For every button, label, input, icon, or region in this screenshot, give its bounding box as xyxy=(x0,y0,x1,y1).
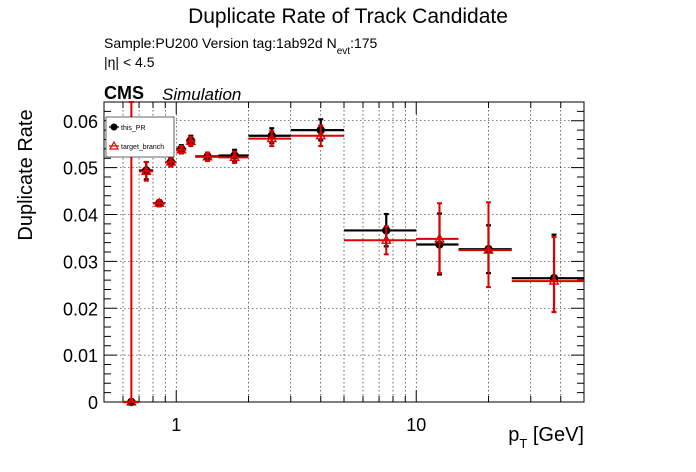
x-tick-label: 1 xyxy=(171,415,181,435)
series-this-PR xyxy=(123,118,584,407)
data-point-marker xyxy=(266,132,278,143)
y-tick-label: 0.01 xyxy=(63,346,98,366)
y-axis-label: Duplicate Rate xyxy=(15,109,37,240)
legend-box: this_PR target_branch xyxy=(105,116,175,158)
nevt-value: :175 xyxy=(350,35,377,51)
data-point-marker xyxy=(153,197,165,207)
sample-info-text: Sample:PU200 Version tag:1ab92d N xyxy=(104,35,337,51)
x-axis-label-sub: T xyxy=(519,436,527,451)
series-target-branch xyxy=(123,101,584,406)
data-point-marker xyxy=(380,234,392,244)
legend-frame xyxy=(105,116,175,158)
data-point-marker xyxy=(165,156,177,166)
tick-labels: 1 10 0 0.01 0.02 0.03 0.04 0.05 0.06 xyxy=(63,112,426,435)
legend-target-branch-label: target_branch xyxy=(121,144,164,151)
data-point-marker xyxy=(548,275,560,285)
data-point-marker xyxy=(202,151,213,161)
y-tick-label: 0.06 xyxy=(63,112,98,132)
y-tick-label: 0.05 xyxy=(63,159,98,179)
y-tick-label: 0.04 xyxy=(63,206,98,226)
data-point-marker xyxy=(140,165,152,176)
data-point-marker xyxy=(315,129,327,140)
sample-info-line: Sample:PU200 Version tag:1ab92d Nevt:175 xyxy=(104,35,378,57)
series-layer xyxy=(123,101,584,407)
data-point-marker xyxy=(434,233,445,243)
cms-simulation-label: Simulation xyxy=(162,85,241,104)
y-tick-label: 0.03 xyxy=(63,252,98,272)
data-point-marker xyxy=(483,244,494,254)
data-point-marker xyxy=(185,135,197,146)
data-point-marker xyxy=(229,151,240,161)
data-point-marker xyxy=(126,396,137,406)
legend-target-branch-marker xyxy=(108,140,120,150)
grid-layer xyxy=(103,102,585,403)
data-point-marker xyxy=(176,143,187,154)
x-axis-label: pT [GeV] xyxy=(508,424,584,451)
legend-this-pr-marker xyxy=(110,123,118,131)
x-axis-label-main: p xyxy=(508,424,519,446)
x-tick-label: 10 xyxy=(406,415,426,435)
cms-label: CMS xyxy=(104,83,144,103)
eta-cut-label: |η| < 4.5 xyxy=(104,54,155,70)
y-tick-label: 0.02 xyxy=(63,299,98,319)
legend-this-pr-label: this_PR xyxy=(121,125,146,132)
x-axis-label-unit: [GeV] xyxy=(527,424,584,446)
chart-title: Duplicate Rate of Track Candidate xyxy=(188,5,508,28)
y-tick-label: 0 xyxy=(88,393,98,413)
nevt-subscript: evt xyxy=(337,46,351,57)
